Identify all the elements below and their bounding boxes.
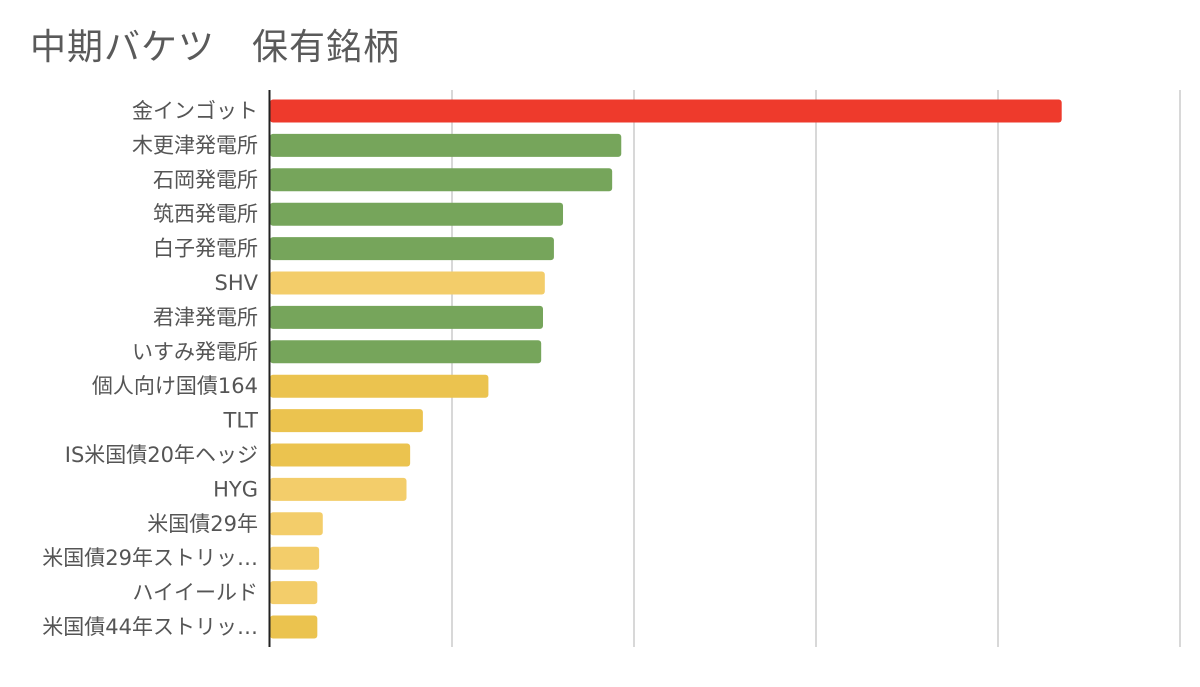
category-label: 金インゴット	[132, 99, 258, 123]
bar	[270, 374, 489, 398]
bars	[270, 99, 1062, 639]
bar	[270, 581, 318, 605]
bar	[270, 99, 1062, 123]
bar	[270, 477, 407, 501]
category-label: 筑西発電所	[153, 202, 258, 226]
category-label: 米国債29年	[147, 512, 258, 536]
bar	[270, 202, 564, 226]
category-label: 個人向け国債164	[92, 374, 258, 398]
category-label: TLT	[223, 409, 259, 433]
bar	[270, 237, 554, 261]
bar	[270, 271, 545, 295]
category-label: 石岡発電所	[153, 168, 258, 192]
bar	[270, 443, 411, 467]
bar	[270, 133, 622, 157]
bar	[270, 512, 323, 536]
category-label: 米国債44年ストリッ…	[42, 615, 258, 639]
bar	[270, 340, 542, 364]
category-label: 木更津発電所	[132, 133, 258, 157]
category-label: IS米国債20年ヘッジ	[65, 443, 258, 467]
category-label: HYG	[213, 477, 258, 501]
category-label: ハイイールド	[132, 581, 258, 605]
category-label: 白子発電所	[153, 237, 258, 261]
bar	[270, 409, 423, 433]
category-label: いすみ発電所	[132, 340, 258, 364]
category-label: 君津発電所	[153, 305, 258, 329]
chart-title: 中期バケツ 保有銘柄	[30, 27, 401, 68]
category-label: SHV	[215, 271, 259, 295]
bar	[270, 168, 613, 192]
bar	[270, 305, 543, 329]
bar	[270, 615, 318, 639]
bar	[270, 546, 320, 570]
category-label: 米国債29年ストリッ…	[42, 546, 258, 570]
